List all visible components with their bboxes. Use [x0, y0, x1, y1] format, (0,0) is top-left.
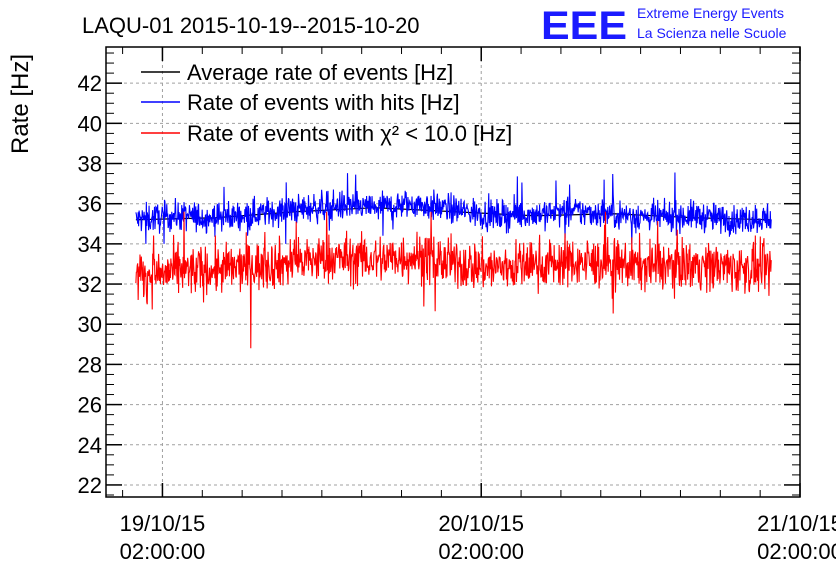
plot-frame — [105, 46, 801, 498]
y-tick-label: 34 — [78, 232, 102, 257]
legend-label: Average rate of events [Hz] — [187, 60, 453, 85]
eee-logo: EEE Extreme Energy Events La Scienza nel… — [541, 4, 787, 48]
y-tick-label: 28 — [78, 352, 102, 377]
series-2 — [135, 211, 772, 349]
x-tick-label-date: 19/10/15 — [120, 511, 206, 536]
y-tick-label: 24 — [78, 433, 102, 458]
y-tick-label: 42 — [78, 71, 102, 96]
x-tick-label-date: 21/10/15 — [757, 511, 836, 536]
eee-logo-line1: Extreme Energy Events — [637, 5, 784, 21]
y-tick-label: 26 — [78, 393, 102, 418]
y-tick-label: 36 — [78, 192, 102, 217]
x-tick-label-time: 02:00:00 — [757, 539, 836, 564]
y-tick-label: 38 — [78, 152, 102, 177]
eee-logo-mark: EEE — [541, 4, 627, 48]
y-tick-label: 32 — [78, 272, 102, 297]
y-tick-label: 30 — [78, 312, 102, 337]
series-line — [135, 172, 772, 244]
y-axis-label: Rate [Hz] — [7, 54, 34, 154]
series-1 — [135, 172, 772, 244]
data-series — [135, 172, 772, 349]
x-tick-label-time: 02:00:00 — [438, 539, 524, 564]
y-tick-label: 40 — [78, 111, 102, 136]
legend-label: Rate of events with χ² < 10.0 [Hz] — [187, 121, 512, 146]
series-line — [135, 211, 772, 349]
y-tick-label: 22 — [78, 473, 102, 498]
chart-title: LAQU-01 2015-10-19--2015-10-20 — [82, 13, 420, 38]
eee-logo-line2: La Scienza nelle Scuole — [637, 25, 787, 41]
x-tick-label-date: 20/10/15 — [438, 511, 524, 536]
legend: Average rate of events [Hz] Rate of event… — [141, 60, 512, 146]
x-tick-label-time: 02:00:00 — [120, 539, 206, 564]
axes: 22 24 26 28 30 32 34 36 38 40 42 19/10/15 02:00:00 20… — [78, 47, 836, 564]
legend-label: Rate of events with hits [Hz] — [187, 90, 460, 115]
